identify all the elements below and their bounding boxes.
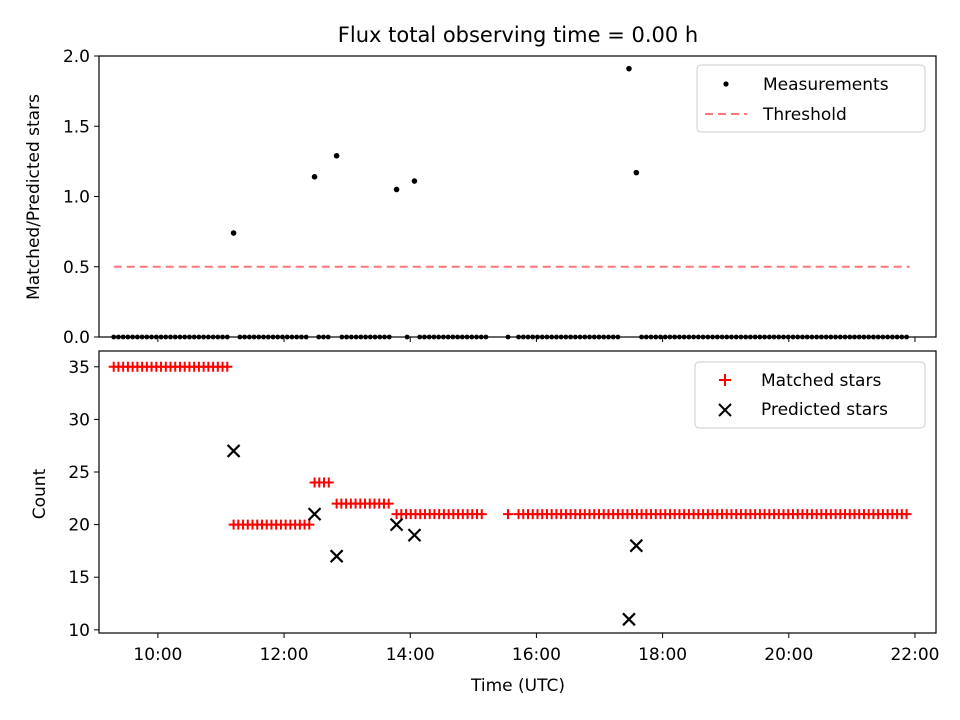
bottom-x-tick-label: 18:00 bbox=[638, 645, 687, 665]
predicted-stars-point bbox=[407, 528, 422, 542]
legend-predicted-stars-marker bbox=[718, 403, 732, 417]
predicted-stars-point bbox=[622, 612, 636, 627]
legend-measurements-label: Measurements bbox=[763, 75, 889, 95]
top-y-tick-label: 1.0 bbox=[63, 188, 90, 208]
legend-matched-stars-marker bbox=[719, 374, 731, 386]
bottom-chart-x-axis-label: Time (UTC) bbox=[470, 676, 565, 696]
top-y-tick-label: 2.0 bbox=[63, 47, 90, 67]
top-plot-area: 0.0 0.5 1.0 1.5 2.0 bbox=[63, 47, 937, 348]
measurement-point bbox=[311, 174, 318, 180]
measurement-point bbox=[626, 65, 632, 72]
measurement-point bbox=[411, 178, 418, 184]
bottom-plot-frame bbox=[98, 350, 937, 634]
matched-stars-point bbox=[383, 498, 394, 509]
bottom-y-tick-label: 10 bbox=[68, 621, 90, 641]
bottom-legend: Matched stars Predicted stars bbox=[694, 361, 926, 429]
legend-threshold-label: Threshold bbox=[762, 105, 847, 125]
predicted-stars-point bbox=[329, 549, 344, 563]
bottom-x-tick-label: 10:00 bbox=[133, 645, 182, 665]
predicted-stars-point bbox=[226, 444, 241, 458]
legend-predicted-stars-label: Predicted stars bbox=[761, 400, 888, 420]
bottom-legend-box bbox=[694, 361, 926, 429]
bottom-x-tick-label: 22:00 bbox=[890, 645, 939, 665]
predicted-stars-point bbox=[307, 507, 322, 521]
legend-matched-stars-label: Matched stars bbox=[761, 371, 881, 391]
measurement-point bbox=[230, 230, 237, 236]
top-legend: Measurements Threshold bbox=[696, 64, 926, 133]
bottom-x-tick-label: 14:00 bbox=[386, 645, 435, 665]
matched-stars-point bbox=[222, 361, 233, 372]
top-chart-title: Flux total observing time = 0.00 h bbox=[338, 23, 698, 47]
bottom-x-tick-label: 12:00 bbox=[260, 645, 309, 665]
predicted-stars-point bbox=[389, 517, 404, 532]
bottom-y-tick-label: 30 bbox=[68, 410, 90, 430]
top-y-tick-label: 1.5 bbox=[63, 117, 90, 137]
matched-stars-point bbox=[901, 509, 912, 520]
top-legend-box bbox=[696, 64, 926, 133]
legend-measurements-marker bbox=[723, 81, 729, 87]
bottom-chart-y-axis-label: Count bbox=[30, 468, 50, 519]
bottom-y-tick-label: 20 bbox=[68, 516, 90, 536]
bottom-y-tick-label: 35 bbox=[68, 358, 90, 378]
top-y-tick-label: 0.0 bbox=[63, 328, 90, 348]
measurement-point bbox=[633, 169, 640, 176]
matched-stars-point bbox=[476, 509, 487, 520]
bottom-y-tick-label: 15 bbox=[68, 568, 90, 588]
measurement-point bbox=[393, 186, 400, 193]
matched-stars-point bbox=[304, 519, 315, 530]
predicted-stars-point bbox=[629, 538, 644, 553]
matched-stars-point bbox=[323, 477, 334, 488]
bottom-x-tick-label: 20:00 bbox=[764, 645, 813, 665]
bottom-y-tick-label: 25 bbox=[68, 463, 90, 483]
top-y-tick-label: 0.5 bbox=[63, 258, 90, 278]
top-chart-y-axis-label: Matched/Predicted stars bbox=[24, 94, 44, 300]
bottom-plot-area: 10 15 20 25 30 35 10:00 12:00 14:00 16:00 18:00 20:… bbox=[68, 350, 939, 665]
bottom-x-tick-label: 16:00 bbox=[512, 645, 561, 665]
matched-stars-point bbox=[503, 509, 514, 520]
measurement-point bbox=[333, 152, 340, 159]
